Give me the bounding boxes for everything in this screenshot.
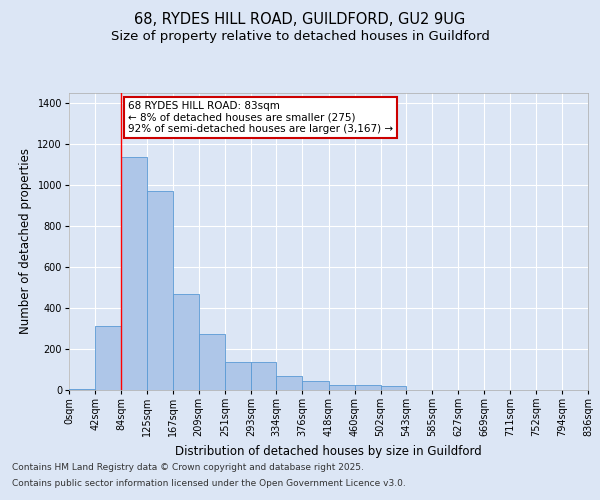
Bar (95, 326, 121, 390)
Bar (277, 376, 302, 390)
Bar (173, 294, 199, 390)
Bar (121, 157, 146, 390)
Y-axis label: Number of detached properties: Number of detached properties (19, 148, 32, 334)
Bar (355, 385, 380, 390)
Text: Size of property relative to detached houses in Guildford: Size of property relative to detached ho… (110, 30, 490, 43)
Bar (380, 386, 406, 390)
Text: 68 RYDES HILL ROAD: 83sqm
← 8% of detached houses are smaller (275)
92% of semi-: 68 RYDES HILL ROAD: 83sqm ← 8% of detach… (128, 100, 393, 134)
Bar (302, 381, 329, 390)
Text: Contains public sector information licensed under the Open Government Licence v3: Contains public sector information licen… (12, 478, 406, 488)
Text: 68, RYDES HILL ROAD, GUILDFORD, GU2 9UG: 68, RYDES HILL ROAD, GUILDFORD, GU2 9UG (134, 12, 466, 28)
Bar (146, 191, 173, 390)
Bar (251, 362, 277, 390)
Bar (69, 389, 95, 390)
Bar (199, 334, 225, 390)
Bar (329, 385, 355, 390)
X-axis label: Distribution of detached houses by size in Guildford: Distribution of detached houses by size … (175, 445, 482, 458)
Text: Contains HM Land Registry data © Crown copyright and database right 2025.: Contains HM Land Registry data © Crown c… (12, 464, 364, 472)
Bar (225, 362, 251, 390)
